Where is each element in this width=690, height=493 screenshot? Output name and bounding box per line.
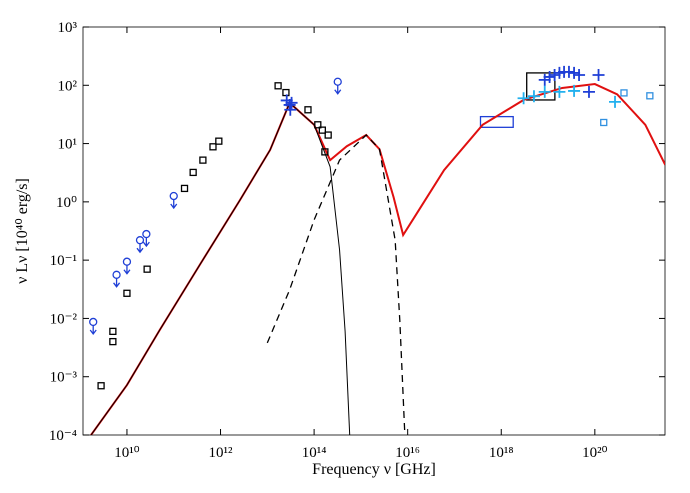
y-axis-label: ν Lν [10⁴⁰ erg/s]: [14, 178, 31, 284]
data-point: [562, 65, 575, 78]
upper-limit: [112, 270, 121, 288]
data-point: [553, 85, 566, 98]
data-point: [314, 121, 322, 129]
upper-limit-arrow: [123, 264, 131, 275]
data-point: [568, 84, 581, 97]
upper-limit-arrow: [89, 324, 97, 336]
data-point: [600, 118, 608, 127]
y-tick-label: 10⁻¹: [50, 253, 77, 269]
data-point: [199, 156, 207, 164]
upper-limit: [89, 317, 98, 336]
upper-limit: [333, 77, 342, 95]
data-point: [538, 85, 551, 98]
data-point: [274, 82, 282, 90]
plot-frame: [82, 26, 666, 436]
upper-limit-circle: [112, 270, 121, 279]
data-point: [620, 89, 628, 97]
upper-limit: [122, 257, 132, 275]
x-axis-label: Frequency ν [GHz]: [312, 461, 436, 478]
y-tick-label: 10³: [58, 20, 78, 36]
upper-limit-circle: [89, 317, 98, 327]
upper-limit: [169, 191, 178, 210]
upper-limit-arrow: [142, 237, 150, 248]
data-point: [592, 69, 605, 82]
upper-limit-circle: [333, 77, 342, 86]
y-tick-label: 10⁻⁴: [49, 428, 77, 444]
data-point: [143, 265, 151, 273]
data-point: [97, 382, 105, 390]
data-point: [189, 168, 197, 177]
plot-area: [89, 65, 665, 435]
upper-limit-arrow: [170, 199, 178, 210]
upper-limit-arrow: [136, 243, 144, 254]
data-point: [609, 95, 622, 108]
x-tick-label: 10¹⁸: [489, 445, 514, 461]
data-point: [646, 92, 654, 100]
bowtie-box: [526, 72, 556, 101]
data-point: [304, 106, 312, 114]
x-tick-label: 10¹⁰: [114, 445, 140, 461]
data-point: [209, 143, 217, 151]
upper-limit-circle: [135, 236, 145, 245]
data-point: [284, 103, 297, 116]
y-tick-label: 10⁻³: [50, 370, 78, 386]
upper-limit-arrow: [113, 277, 121, 288]
data-point: [285, 96, 298, 109]
model-curve: [266, 134, 406, 435]
data-point: [180, 184, 189, 193]
data-point: [543, 70, 556, 83]
upper-limit-circle: [169, 191, 178, 201]
upper-limit-circle: [142, 229, 151, 239]
x-tick-label: 10¹²: [209, 445, 233, 461]
upper-limit: [142, 229, 151, 248]
y-tick-label: 10²: [58, 78, 78, 94]
data-point: [582, 85, 595, 98]
data-point: [568, 66, 581, 79]
data-point: [324, 131, 332, 139]
y-tick-label: 10¹: [58, 137, 78, 153]
upper-limit: [135, 236, 145, 254]
data-point: [109, 337, 117, 346]
upper-limit-arrow: [334, 84, 342, 95]
data-point: [517, 92, 530, 105]
data-point: [109, 327, 117, 336]
x-tick-label: 10²⁰: [582, 445, 608, 461]
data-point: [123, 289, 131, 297]
y-tick-label: 10⁰: [56, 195, 77, 211]
data-point: [318, 126, 326, 134]
y-tick-label: 10⁻²: [50, 311, 78, 327]
data-point: [321, 148, 329, 156]
data-point: [527, 90, 540, 103]
x-tick-label: 10¹⁶: [395, 445, 420, 461]
data-point: [215, 137, 223, 145]
model-curve: [89, 83, 665, 435]
upper-limit-circle: [122, 257, 132, 266]
data-point: [573, 69, 586, 82]
model-curve: [90, 101, 351, 435]
x-tick-label: 10¹⁴: [302, 445, 327, 461]
